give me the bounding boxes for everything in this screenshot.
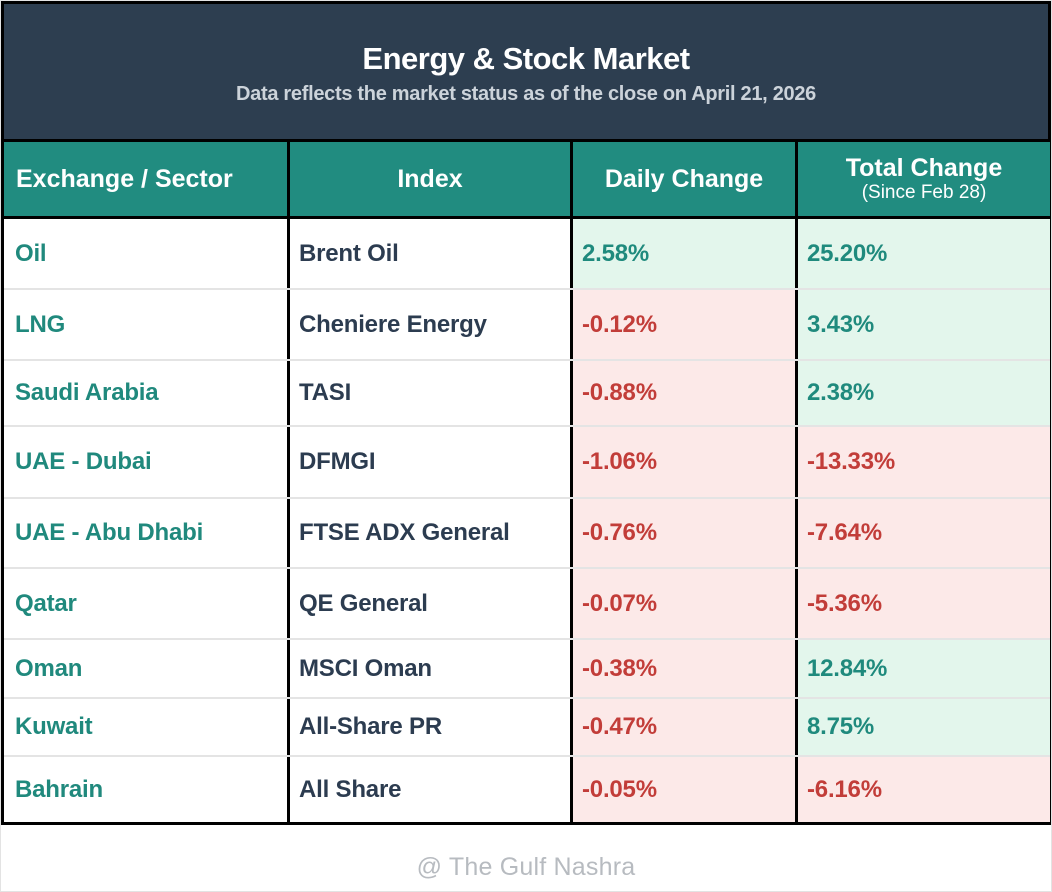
- daily-change-cell: -0.76%: [573, 499, 798, 567]
- page-subtitle: Data reflects the market status as of th…: [236, 82, 816, 105]
- sector-cell: Oman: [4, 640, 290, 697]
- index-cell: All Share: [290, 757, 573, 822]
- daily-change-cell: -0.88%: [573, 361, 798, 425]
- index-cell: DFMGI: [290, 427, 573, 497]
- table-row: UAE - Abu Dhabi FTSE ADX General -0.76% -7.…: [4, 497, 1050, 567]
- daily-change-cell: -0.07%: [573, 569, 798, 638]
- total-change-cell: 12.84%: [798, 640, 1050, 697]
- table-row: Oman MSCI Oman -0.38% 12.84%: [4, 638, 1050, 697]
- footer: @ The Gulf Nashra: [1, 825, 1051, 891]
- sector-cell: UAE - Abu Dhabi: [4, 499, 290, 567]
- table-header-row: Exchange / Sector Index Daily Change Tot…: [4, 142, 1050, 219]
- column-header-exchange-sector: Exchange / Sector: [4, 142, 290, 216]
- total-change-cell: 3.43%: [798, 290, 1050, 359]
- footer-credit: @ The Gulf Nashra: [416, 852, 636, 881]
- daily-change-cell: -0.05%: [573, 757, 798, 822]
- column-header-total-change: Total Change (Since Feb 28): [798, 142, 1050, 216]
- index-cell: Cheniere Energy: [290, 290, 573, 359]
- daily-change-cell: -1.06%: [573, 427, 798, 497]
- sector-cell: UAE - Dubai: [4, 427, 290, 497]
- index-cell: QE General: [290, 569, 573, 638]
- sector-cell: Bahrain: [4, 757, 290, 822]
- index-cell: Brent Oil: [290, 219, 573, 288]
- table-row: Saudi Arabia TASI -0.88% 2.38%: [4, 359, 1050, 425]
- daily-change-cell: -0.47%: [573, 699, 798, 755]
- total-change-cell: 2.38%: [798, 361, 1050, 425]
- table-row: LNG Cheniere Energy -0.12% 3.43%: [4, 288, 1050, 359]
- table-row: Qatar QE General -0.07% -5.36%: [4, 567, 1050, 638]
- daily-change-cell: -0.12%: [573, 290, 798, 359]
- market-table: Exchange / Sector Index Daily Change Tot…: [1, 139, 1051, 825]
- sector-cell: Saudi Arabia: [4, 361, 290, 425]
- page-title: Energy & Stock Market: [362, 41, 690, 77]
- total-change-label: Total Change: [845, 153, 1003, 182]
- daily-change-cell: 2.58%: [573, 219, 798, 288]
- total-change-cell: -7.64%: [798, 499, 1050, 567]
- sector-cell: Qatar: [4, 569, 290, 638]
- table-row: UAE - Dubai DFMGI -1.06% -13.33%: [4, 425, 1050, 497]
- column-header-daily-change: Daily Change: [573, 142, 798, 216]
- total-change-cell: 8.75%: [798, 699, 1050, 755]
- table-row: Bahrain All Share -0.05% -6.16%: [4, 755, 1050, 822]
- column-header-index: Index: [290, 142, 573, 216]
- total-change-cell: -13.33%: [798, 427, 1050, 497]
- index-cell: TASI: [290, 361, 573, 425]
- total-change-cell: 25.20%: [798, 219, 1050, 288]
- index-cell: MSCI Oman: [290, 640, 573, 697]
- sector-cell: LNG: [4, 290, 290, 359]
- index-cell: FTSE ADX General: [290, 499, 573, 567]
- total-change-note: (Since Feb 28): [861, 181, 987, 203]
- table-row: Kuwait All-Share PR -0.47% 8.75%: [4, 697, 1050, 755]
- table-row: Oil Brent Oil 2.58% 25.20%: [4, 219, 1050, 288]
- daily-change-cell: -0.38%: [573, 640, 798, 697]
- banner: Energy & Stock Market Data reflects the …: [1, 1, 1051, 139]
- total-change-cell: -6.16%: [798, 757, 1050, 822]
- index-cell: All-Share PR: [290, 699, 573, 755]
- total-change-cell: -5.36%: [798, 569, 1050, 638]
- sector-cell: Kuwait: [4, 699, 290, 755]
- sector-cell: Oil: [4, 219, 290, 288]
- table-body: Oil Brent Oil 2.58% 25.20% LNG Cheniere Energ…: [4, 219, 1050, 822]
